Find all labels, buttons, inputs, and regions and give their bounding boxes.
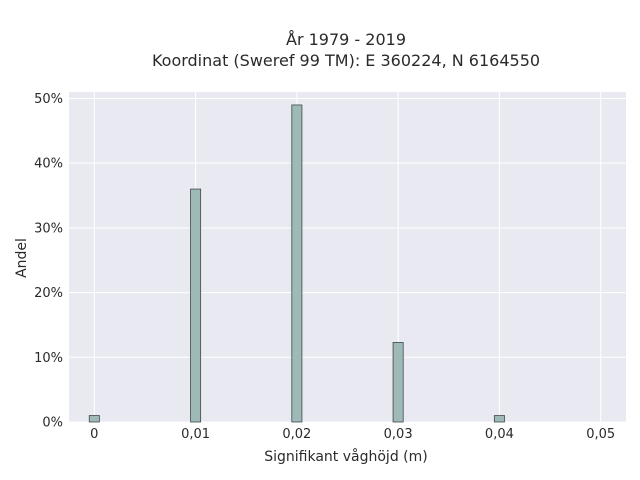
x-tick-label: 0 [90,427,98,442]
x-tick-label: 0,03 [384,427,413,442]
y-tick-label: 50% [34,92,63,107]
y-tick-label: 40% [34,157,63,172]
histogram-bar [190,188,202,423]
plot-area [69,92,626,422]
y-tick-label: 0% [42,416,63,431]
histogram-bar [88,415,100,423]
x-tick-label: 0,05 [586,427,615,442]
histogram-bar [493,415,505,423]
x-axis-label: Signifikant våghöjd (m) [264,448,427,465]
histogram-bar [291,104,303,423]
x-tick-label: 0,04 [485,427,514,442]
x-tick-label: 0,02 [282,427,311,442]
y-tick-label: 20% [34,286,63,301]
histogram-bar [392,342,404,423]
y-axis-ticks: 0% 10% 20% 30% 40% 50% [34,92,63,431]
x-tick-label: 0,01 [181,427,210,442]
chart-title-line-1: År 1979 - 2019 [286,30,406,49]
y-axis-label: Andel [14,238,30,278]
x-axis-ticks: 0 0,01 0,02 0,03 0,04 0,05 [90,427,615,442]
y-tick-label: 10% [34,351,63,366]
chart-title-line-2: Koordinat (Sweref 99 TM): E 360224, N 61… [152,51,540,70]
y-tick-label: 30% [34,221,63,236]
bars [88,104,505,423]
